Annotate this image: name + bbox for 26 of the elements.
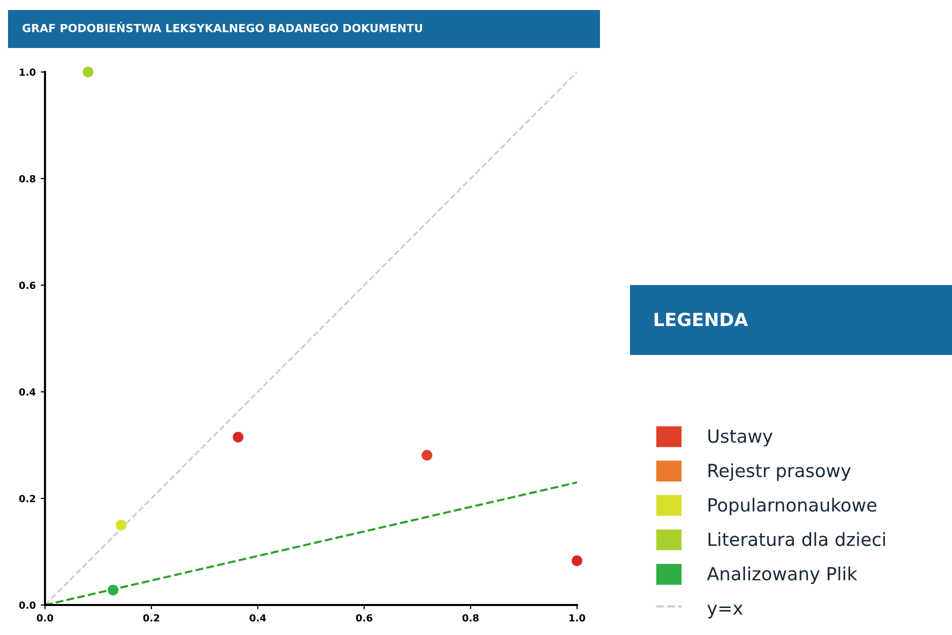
x-tick-label: 0.6: [356, 614, 372, 622]
legend-label: Rejestr prasowy: [708, 463, 851, 481]
legend-label: y=x: [707, 604, 743, 618]
point: [572, 555, 582, 566]
y-tick-label: 0.4: [19, 388, 36, 396]
y-tick-label: 0.6: [19, 282, 36, 290]
x-tick-label: 0.8: [462, 614, 479, 622]
x-tick-label: 1.0: [569, 614, 586, 622]
point: [232, 432, 244, 442]
point: [108, 584, 118, 596]
legend-label: Popularnonaukowe: [708, 498, 876, 516]
y-tick-label: 1.0: [20, 68, 36, 76]
legend-label: Ustawy: [708, 430, 772, 446]
x-tick-label: 0.2: [143, 614, 160, 622]
y-tick-label: 0.8: [19, 175, 36, 182]
chart-title: GRAF PODOBIEŃSTWA LEKSYKALNEGO BADANEGO DOKUMENTU: [22, 22, 422, 32]
point: [82, 66, 94, 78]
legend-title: LEGENDA: [654, 312, 748, 326]
y-tick-label: 0.0: [19, 601, 36, 609]
y-tick-label: 0.2: [19, 494, 36, 502]
legend-label: Analizowany Plik: [706, 566, 858, 584]
x-tick-label: 0.0: [36, 614, 54, 622]
legend-label: Literatura dla dzieci: [708, 532, 885, 546]
point: [422, 450, 432, 461]
point: [116, 520, 126, 530]
x-tick-label: 0.4: [250, 614, 266, 622]
